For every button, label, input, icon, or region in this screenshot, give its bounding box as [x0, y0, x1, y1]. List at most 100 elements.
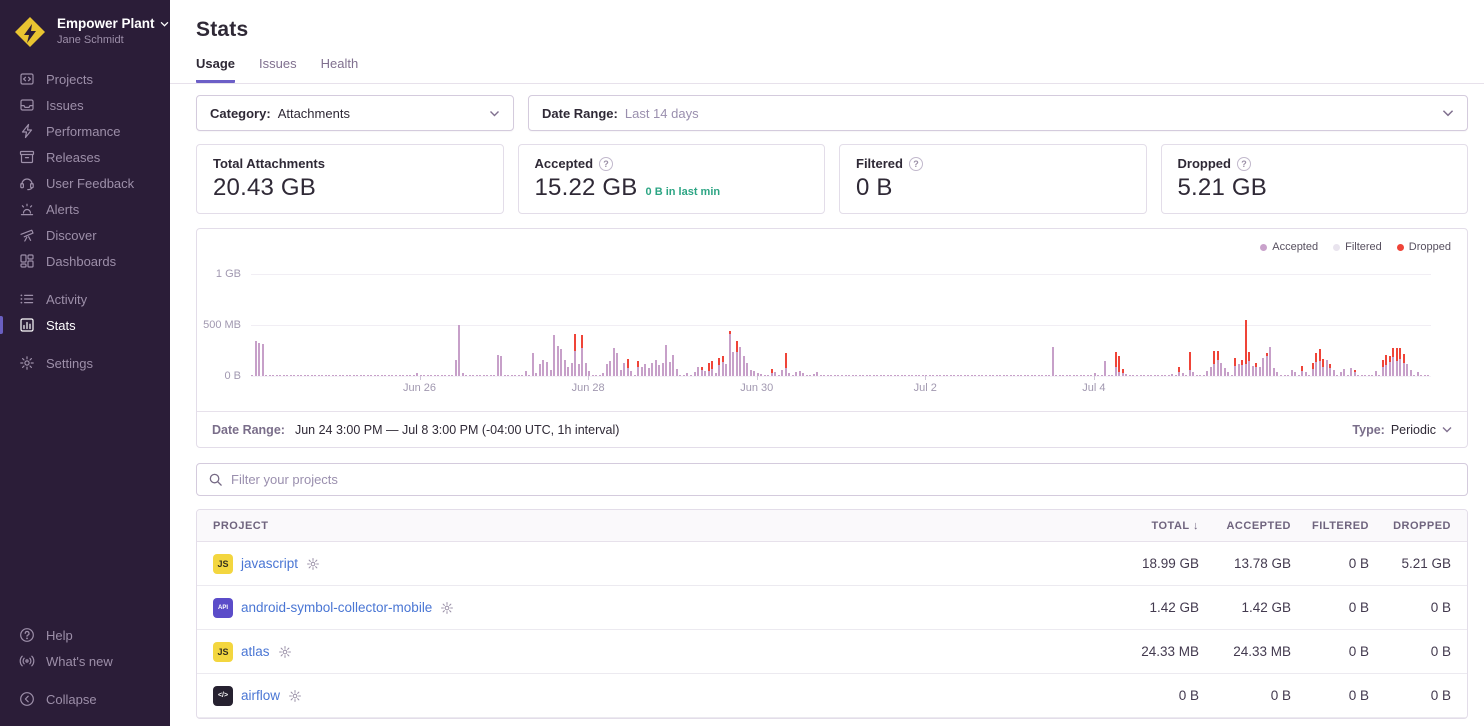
chart-bar[interactable] [1002, 274, 1005, 376]
chart-bar[interactable] [581, 274, 584, 376]
chart-bar[interactable] [279, 274, 282, 376]
chart-bar[interactable] [387, 274, 390, 376]
chart-bar[interactable] [830, 274, 833, 376]
chart-bar[interactable] [798, 274, 801, 376]
chart-bar[interactable] [890, 274, 893, 376]
sidebar-item-projects[interactable]: Projects [0, 66, 170, 92]
chart-bar[interactable] [335, 274, 338, 376]
chart-bar[interactable] [1272, 274, 1275, 376]
chart-bar[interactable] [356, 274, 359, 376]
chart-bar[interactable] [510, 274, 513, 376]
chart-bar[interactable] [1336, 274, 1339, 376]
chart-bar[interactable] [521, 274, 524, 376]
chart-bar[interactable] [967, 274, 970, 376]
org-switcher[interactable]: Empower Plant Jane Schmidt [0, 0, 170, 50]
chart-bar[interactable] [258, 274, 261, 376]
project-filter-input[interactable] [231, 472, 1456, 487]
chart-bar[interactable] [1395, 274, 1398, 376]
chart-bar[interactable] [437, 274, 440, 376]
chart-bar[interactable] [517, 274, 520, 376]
chart-bar[interactable] [700, 274, 703, 376]
chart-bar[interactable] [619, 274, 622, 376]
chart-bar[interactable] [777, 274, 780, 376]
chart-bar[interactable] [833, 274, 836, 376]
chart-bar[interactable] [451, 274, 454, 376]
tab-health[interactable]: Health [320, 56, 359, 71]
chart-bar[interactable] [756, 274, 759, 376]
chart-bar[interactable] [812, 274, 815, 376]
chart-bar[interactable] [1332, 274, 1335, 376]
sidebar-item-help[interactable]: Help [0, 622, 170, 648]
sidebar-item-issues[interactable]: Issues [0, 92, 170, 118]
chart-bar[interactable] [384, 274, 387, 376]
chart-bar[interactable] [468, 274, 471, 376]
chart-bar[interactable] [405, 274, 408, 376]
chart-bar[interactable] [1374, 274, 1377, 376]
chart-bar[interactable] [345, 274, 348, 376]
chart-bar[interactable] [349, 274, 352, 376]
chart-bar[interactable] [1234, 274, 1237, 376]
chart-bar[interactable] [693, 274, 696, 376]
chart-bar[interactable] [531, 274, 534, 376]
chart-bar[interactable] [1181, 274, 1184, 376]
chart-bar[interactable] [363, 274, 366, 376]
chart-bar[interactable] [1241, 274, 1244, 376]
chart-bar[interactable] [1065, 274, 1068, 376]
chart-bar[interactable] [433, 274, 436, 376]
chart-bar[interactable] [1269, 274, 1272, 376]
chart-bar[interactable] [921, 274, 924, 376]
chart-bar[interactable] [338, 274, 341, 376]
chart-bar[interactable] [848, 274, 851, 376]
chart-bar[interactable] [1027, 274, 1030, 376]
chart-bar[interactable] [331, 274, 334, 376]
chart-bar[interactable] [500, 274, 503, 376]
chart-bar[interactable] [289, 274, 292, 376]
chart-bar[interactable] [1079, 274, 1082, 376]
chart-bar[interactable] [816, 274, 819, 376]
tab-usage[interactable]: Usage [196, 56, 236, 83]
project-settings-gear-icon[interactable] [306, 557, 320, 571]
chart-bar[interactable] [732, 274, 735, 376]
chart-bar[interactable] [640, 274, 643, 376]
chart-bar[interactable] [514, 274, 517, 376]
sidebar-item-discover[interactable]: Discover [0, 222, 170, 248]
chart-bar[interactable] [1016, 274, 1019, 376]
chart-bar[interactable] [1107, 274, 1110, 376]
chart-bar[interactable] [1199, 274, 1202, 376]
chart-bar[interactable] [1381, 274, 1384, 376]
chart-bar[interactable] [1353, 274, 1356, 376]
chart-bar[interactable] [981, 274, 984, 376]
chart-bar[interactable] [475, 274, 478, 376]
chart-bar[interactable] [746, 274, 749, 376]
chart-bar[interactable] [883, 274, 886, 376]
chart-bar[interactable] [718, 274, 721, 376]
chart-bar[interactable] [1237, 274, 1240, 376]
chart-bar[interactable] [444, 274, 447, 376]
chart-bar[interactable] [721, 274, 724, 376]
chart-bar[interactable] [398, 274, 401, 376]
chart-bar[interactable] [1083, 274, 1086, 376]
chart-bar[interactable] [1114, 274, 1117, 376]
chart-bar[interactable] [1100, 274, 1103, 376]
chart-bar[interactable] [1160, 274, 1163, 376]
chart-bar[interactable] [574, 274, 577, 376]
chart-bar[interactable] [1009, 274, 1012, 376]
chart-bar[interactable] [528, 274, 531, 376]
chart-bar[interactable] [265, 274, 268, 376]
chart-bar[interactable] [296, 274, 299, 376]
chart-bar[interactable] [1283, 274, 1286, 376]
chart-bar[interactable] [682, 274, 685, 376]
chart-bar[interactable] [1076, 274, 1079, 376]
chart-bar[interactable] [1072, 274, 1075, 376]
chart-bar[interactable] [1399, 274, 1402, 376]
chart-bar[interactable] [1367, 274, 1370, 376]
chart-bar[interactable] [563, 274, 566, 376]
chart-bar[interactable] [1167, 274, 1170, 376]
chart-bar[interactable] [872, 274, 875, 376]
legend-item-accepted[interactable]: Accepted [1260, 241, 1318, 253]
chart-bar[interactable] [1118, 274, 1121, 376]
sidebar-item-activity[interactable]: Activity [0, 286, 170, 312]
chart-bar[interactable] [1157, 274, 1160, 376]
chart-bar[interactable] [728, 274, 731, 376]
chart-bar[interactable] [1402, 274, 1405, 376]
